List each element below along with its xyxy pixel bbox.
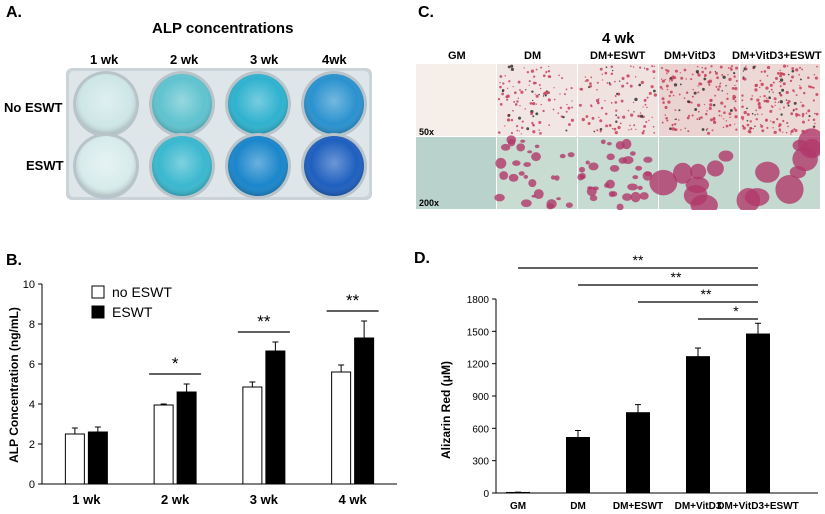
alizarin-y-tick-label: 1800 [467,295,490,306]
micro-col-dm-vitd3-eswt: DM+VitD3+ESWT [732,50,822,62]
alp-y-tick-label: 6 [29,359,35,371]
row-label-eswt: ESWT [26,158,64,173]
micrograph [497,64,577,136]
chart-alizarin: 0 300 600 900 1200 1500 1800 GM DM DM+ESWT DM+VitD… [439,252,818,512]
alp-significance-mark: ** [257,312,271,331]
alp-y-tick-label: 2 [29,439,35,451]
alizarin-y-tick-label: 600 [472,424,489,435]
alizarin-significance-mark: ** [671,269,682,285]
micrograph [416,64,496,136]
alp-legend-swatch [91,285,105,299]
micro-col-gm: GM [448,50,466,62]
alizarin-x-tick-label: GM [510,501,526,512]
alizarin-bar [566,436,590,494]
row-label-no-eswt: No ESWT [4,100,63,115]
micro-col-dm: DM [524,50,542,62]
alizarin-bar [686,356,710,494]
micrograph [416,137,496,209]
microscopy-grid: 50x 200x [416,64,820,210]
panel-a-label: A. [6,4,22,21]
alp-bar [64,433,85,485]
col-label-4wk: 4wk [322,52,347,67]
alp-significance-mark: ** [346,291,360,310]
alp-y-tick-label: 4 [29,399,35,411]
panel-a-title: ALP concentrations [152,20,294,37]
alizarin-bar [746,333,770,494]
alp-legend-swatch [91,305,105,319]
alp-x-tick-label: 4 wk [339,492,368,507]
alp-bar [354,337,375,485]
alp-bar [265,350,286,485]
alp-x-tick-label: 3 wk [250,492,279,507]
alizarin-y-tick-label: 300 [472,457,489,468]
well-plate-photo [66,68,372,200]
alp-x-tick-label: 2 wk [161,492,190,507]
alp-significance-mark: * [172,354,179,373]
alp-y-tick-label: 0 [29,479,35,491]
alp-y-tick-label: 10 [23,279,35,291]
alp-bar [242,386,263,485]
alizarin-y-tick-label: 1500 [467,327,490,338]
alp-legend-label: no ESWT [112,284,172,300]
alizarin-x-tick-label: DM+VitD3 [675,501,722,512]
alp-bar [153,404,174,485]
magnification-200x: 200x [419,198,439,208]
col-label-2wk: 2 wk [170,52,199,67]
col-label-1wk: 1 wk [90,52,119,67]
alp-y-tick-label: 8 [29,319,35,331]
alizarin-significance-mark: ** [701,286,712,302]
alizarin-significance-mark: ** [633,252,644,268]
alizarin-y-tick-label: 1200 [467,360,490,371]
col-label-3wk: 3 wk [250,52,279,67]
micro-col-dm-vitd3: DM+VitD3 [664,50,716,62]
magnification-50x: 50x [419,127,434,137]
panel-d-label: D. [414,250,430,267]
panel-c-title: 4 wk [602,30,635,47]
alizarin-x-tick-label: DM [570,501,586,512]
alp-bar [176,391,197,485]
alizarin-x-tick-label: DM+ESWT [613,501,663,512]
alizarin-x-tick-label: DM+VitD3+ESWT [717,501,799,512]
micro-col-dm-eswt: DM+ESWT [590,50,646,62]
alp-x-tick-label: 1 wk [72,492,101,507]
panel-c-label: C. [418,4,434,21]
alp-legend-label: ESWT [112,304,153,320]
alp-bar [331,371,352,485]
alp-y-axis-label: ALP Concentration (ng/mL) [7,307,21,463]
alizarin-y-tick-label: 0 [483,489,489,500]
panel-b-label: B. [6,252,22,269]
alizarin-y-tick-label: 900 [472,392,489,403]
alizarin-bar [626,412,650,494]
alizarin-significance-mark: * [733,303,739,319]
alizarin-y-axis-label: Alizarin Red (μM) [439,361,453,459]
alp-bar [87,431,108,485]
